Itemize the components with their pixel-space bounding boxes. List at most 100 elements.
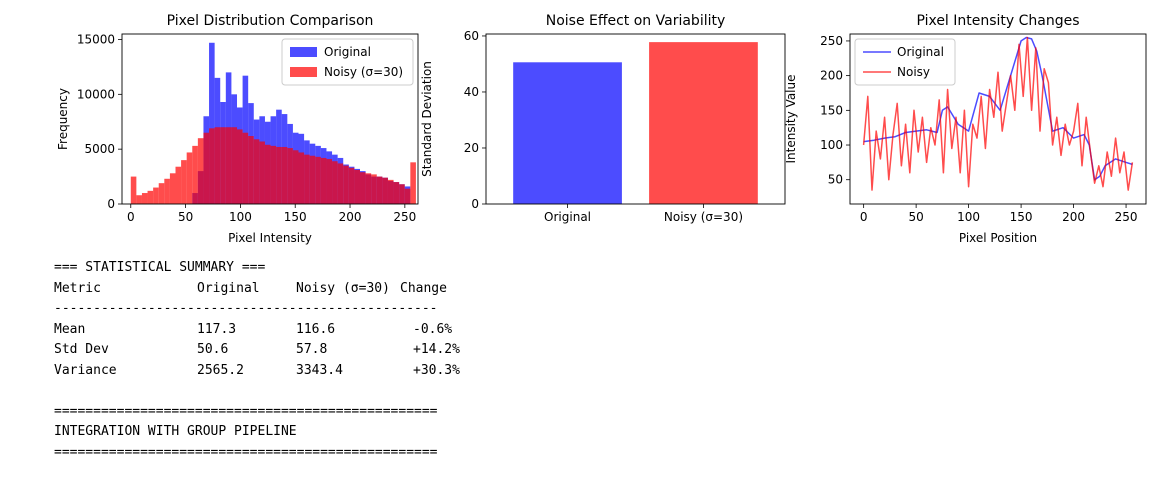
histogram-bar-noisy (281, 146, 288, 204)
summary-row-std: Std Dev 50.6 57.8 +14.2% (54, 340, 460, 361)
histogram-bar-noisy (136, 195, 142, 204)
histogram-bar-noisy (399, 184, 405, 204)
histogram-bar-noisy (197, 138, 204, 204)
summary-separator-top: ========================================… (54, 403, 438, 419)
x-tick-label: Noisy (σ=30) (664, 210, 743, 224)
histogram-bar-noisy (326, 159, 333, 204)
histogram-bar-noisy (141, 193, 148, 204)
histogram-bar-noisy (309, 155, 316, 204)
y-tick-label: 40 (464, 85, 479, 99)
legend-label: Original (324, 45, 371, 59)
chart-title: Pixel Intensity Changes (916, 13, 1079, 29)
column-header-original: Original (197, 280, 260, 296)
histogram-bar-noisy (371, 174, 377, 204)
histogram-bar-noisy (382, 177, 388, 204)
x-tick-label: 0 (127, 210, 135, 224)
y-tick-label: 15000 (77, 32, 115, 46)
histogram-bar-noisy (164, 178, 170, 204)
chart-title: Noise Effect on Variability (546, 13, 726, 29)
x-tick-label: 250 (393, 210, 416, 224)
histogram-bar-noisy (169, 173, 176, 204)
row-change: +30.3% (413, 362, 460, 378)
row-change: -0.6% (413, 321, 453, 337)
x-tick-label: 50 (178, 210, 193, 224)
row-noisy: 116.6 (296, 321, 336, 337)
histogram-bar-noisy (153, 187, 159, 204)
summary-blank-line (54, 381, 460, 402)
histogram-bar-noisy (292, 150, 299, 204)
histogram-bar-noisy (393, 182, 400, 204)
histogram-bar-noisy (365, 173, 372, 204)
y-tick-label: 20 (464, 141, 479, 155)
chart-panel-2: Noise Effect on Variability Standard Devi… (420, 13, 786, 224)
summary-header: === STATISTICAL SUMMARY === (54, 260, 266, 275)
chart-title: Pixel Distribution Comparison (167, 13, 374, 29)
histogram-bar-noisy (276, 146, 282, 204)
x-tick-label: 0 (860, 210, 868, 224)
statistical-summary: === STATISTICAL SUMMARY === Metric Origina… (54, 258, 460, 463)
histogram-bar-noisy (237, 129, 243, 204)
charts-svg: Pixel Distribution Comparison Frequency Pi… (56, 13, 1147, 245)
row-label: Variance (54, 362, 117, 378)
y-tick-label: 5000 (84, 142, 115, 156)
bar-noisy (649, 42, 758, 204)
histogram-bar-noisy (348, 167, 355, 204)
x-tick-label: 100 (229, 210, 252, 224)
y-tick-label: 60 (464, 29, 479, 43)
histogram-bar-noisy (360, 172, 366, 204)
y-tick-label: 10000 (77, 87, 115, 101)
histogram-bar-noisy (242, 132, 249, 204)
histogram-bar-noisy (315, 156, 321, 204)
bar-original (513, 62, 622, 205)
histogram-bar-noisy (231, 127, 238, 204)
histogram-bar-noisy (264, 144, 271, 204)
legend-label: Noisy (897, 65, 930, 79)
summary-rule: ----------------------------------------… (54, 301, 438, 316)
y-tick-label: 0 (107, 197, 115, 211)
x-tick-label: 200 (1062, 210, 1085, 224)
histogram-bar-noisy (175, 166, 182, 204)
histogram-bar-noisy (181, 160, 187, 204)
x-tick-label: 150 (1010, 210, 1033, 224)
histogram-bar-noisy (404, 188, 411, 204)
histogram-bar-noisy (214, 127, 221, 204)
x-axis-label: Pixel Position (959, 231, 1037, 245)
histogram-bar-noisy (203, 132, 210, 204)
legend-label: Original (897, 45, 944, 59)
legend-label: Noisy (σ=30) (324, 65, 403, 79)
x-tick-label: 150 (284, 210, 307, 224)
histogram-bar-noisy (304, 154, 310, 204)
histogram-bar-noisy (270, 145, 277, 204)
histogram-bar-noisy (253, 139, 260, 204)
axes-frame (121, 33, 419, 205)
summary-footer: INTEGRATION WITH GROUP PIPELINE (54, 424, 297, 439)
y-tick-label: 100 (820, 138, 843, 152)
x-axis-label: Pixel Intensity (228, 231, 312, 245)
histogram-bar-noisy (259, 141, 265, 204)
row-original: 2565.2 (197, 362, 244, 378)
y-tick-label: 250 (820, 34, 843, 48)
column-header-metric: Metric (54, 280, 101, 296)
x-tick-label: Original (544, 210, 591, 224)
histogram-bar-noisy (130, 176, 137, 204)
histogram-bar-noisy (147, 190, 154, 204)
histogram-bar-noisy (410, 162, 416, 204)
histogram-bar-noisy (298, 152, 305, 204)
line-noisy (862, 36, 1134, 191)
charts-area: Pixel Distribution Comparison Frequency Pi… (56, 13, 1147, 245)
chart-panel-1: Pixel Distribution Comparison Frequency Pi… (56, 13, 419, 245)
histogram-bar-noisy (337, 163, 344, 204)
y-axis-label: Frequency (56, 88, 70, 150)
row-noisy: 57.8 (296, 342, 328, 357)
legend-box (854, 38, 956, 86)
row-noisy: 3343.4 (296, 362, 343, 378)
x-tick-label: 250 (1115, 210, 1138, 224)
histogram-bar-noisy (332, 161, 338, 204)
column-header-change: Change (400, 280, 447, 296)
legend-swatch (290, 67, 317, 77)
row-label: Std Dev (54, 342, 109, 357)
x-tick-label: 50 (908, 210, 923, 224)
histogram-bar-noisy (225, 127, 232, 204)
histogram-bar-noisy (248, 136, 254, 204)
y-tick-label: 200 (820, 69, 843, 83)
